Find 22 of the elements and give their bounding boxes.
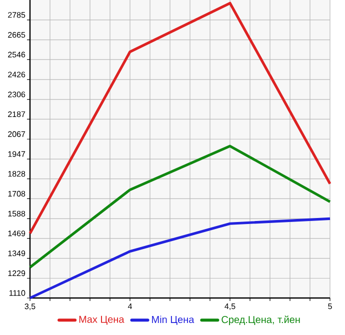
y-tick-label: 1469 [8,230,26,236]
y-tick-label: 1110 [9,290,26,296]
y-tick-label: 2187 [8,111,26,118]
y-tick-label: 1828 [8,170,26,177]
y-tick-label: 2546 [8,52,26,58]
legend-label: Max Цена [79,316,124,325]
legend-label: Min Цена [152,316,194,325]
legend-label: Сред.Цена, т.йен [222,316,300,326]
y-tick-label: 1947 [8,151,26,157]
x-tick-label: 3,5 [24,304,36,310]
x-tick-label: 4,5 [224,304,236,310]
y-tick-label: 2306 [8,92,26,98]
y-tick-label: 1229 [8,270,26,276]
y-tick-label: 2426 [8,72,26,78]
y-tick-label: 1708 [8,190,26,197]
y-tick-label: 2785 [8,12,26,18]
x-tick-label: 4 [128,304,132,310]
y-tick-label: 1588 [8,210,26,216]
y-tick-label: 2067 [8,131,26,137]
x-tick-label: 5 [328,304,332,310]
y-tick-label: 2665 [8,32,26,38]
y-tick-label: 1349 [8,250,26,256]
